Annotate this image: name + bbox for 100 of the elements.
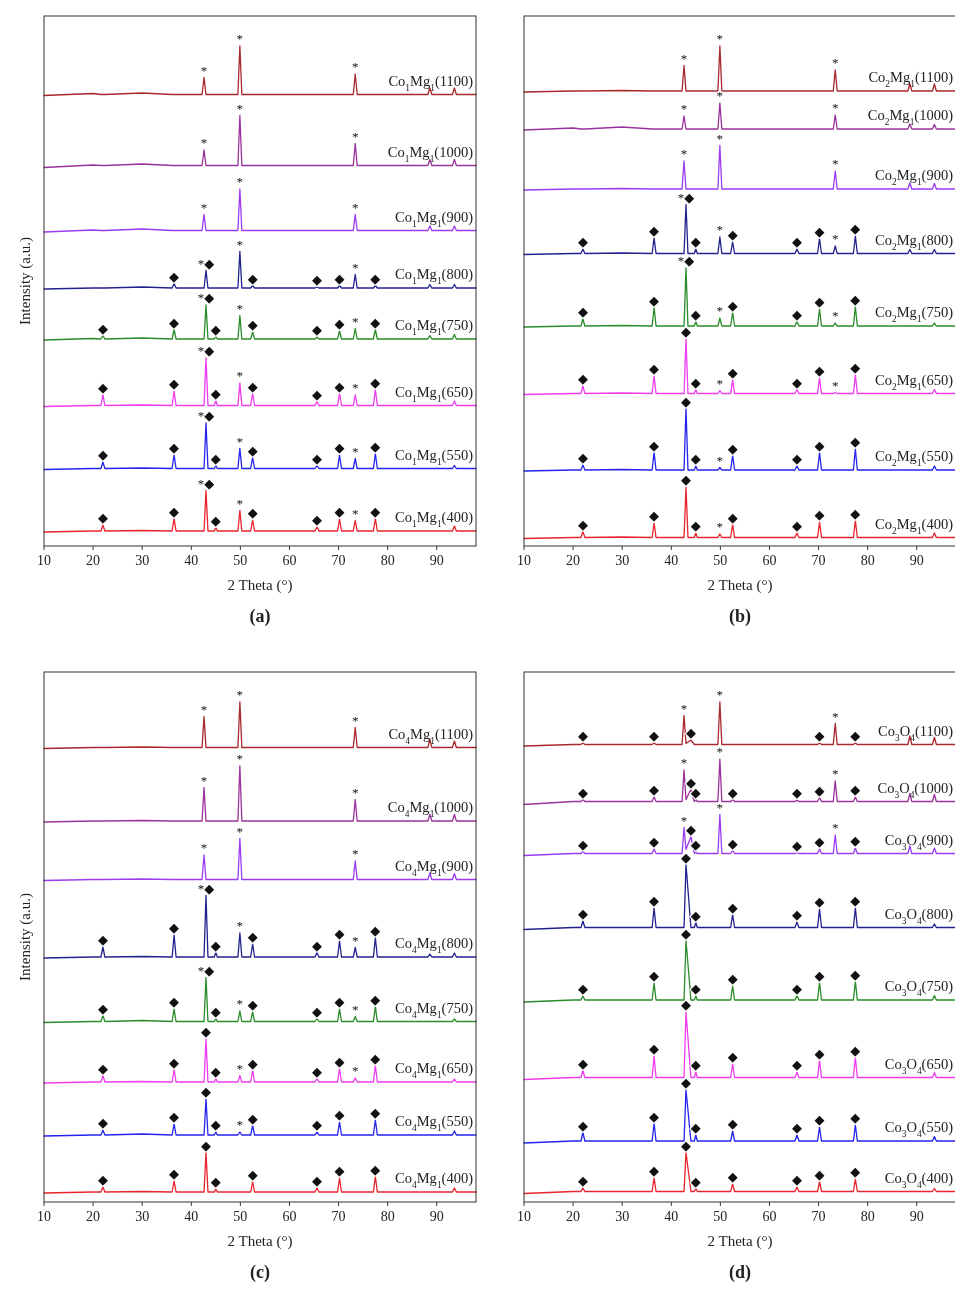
annotation: ◆ bbox=[814, 782, 825, 798]
annotation: ◆ bbox=[814, 728, 825, 743]
series-label: Co$_{2}$Mg$_{1}$(1000) bbox=[867, 107, 954, 127]
x-tick-label: 30 bbox=[615, 553, 630, 568]
x-tick-label: 70 bbox=[331, 1209, 346, 1224]
annotation: ◆ bbox=[97, 447, 108, 462]
annotation: ◆ bbox=[370, 503, 381, 519]
annotation: * bbox=[680, 146, 688, 161]
annotation: ◆ bbox=[311, 1117, 322, 1132]
annotation: ◆ bbox=[577, 981, 588, 996]
x-axis-title: 2 Theta (°) bbox=[707, 577, 773, 594]
x-tick-label: 30 bbox=[615, 1209, 630, 1224]
annotation: ◆ bbox=[791, 980, 802, 996]
x-tick-label: 60 bbox=[282, 1209, 297, 1224]
annotation: ◆ bbox=[791, 306, 802, 322]
annotation: * bbox=[716, 222, 724, 237]
x-tick-label: 80 bbox=[380, 553, 395, 568]
series-label: Co$_{2}$Mg$_{1}$(1100) bbox=[868, 69, 954, 89]
series-label: Co$_{3}$O$_{4}$(400) bbox=[884, 1169, 954, 1190]
annotation: ◆ bbox=[850, 966, 861, 982]
x-tick-label: 10 bbox=[37, 553, 51, 568]
annotation: ◆ bbox=[247, 505, 258, 520]
annotation: * bbox=[236, 751, 244, 766]
annotation: ◆ bbox=[850, 505, 861, 521]
annotation: ◆ bbox=[577, 450, 588, 465]
annotation: * bbox=[716, 452, 724, 468]
annotation: ◆ bbox=[210, 512, 221, 528]
x-tick-label: 80 bbox=[380, 1209, 395, 1224]
x-tick-label: 40 bbox=[184, 553, 199, 568]
annotation: ◆ bbox=[169, 1166, 180, 1181]
annotation: ◆ bbox=[649, 223, 660, 238]
x-tick-label: 90 bbox=[909, 553, 924, 568]
annotation: ◆ bbox=[690, 981, 701, 996]
annotation: ◆ bbox=[681, 849, 691, 865]
annotation: ◆ bbox=[690, 234, 701, 249]
x-tick-label: 80 bbox=[860, 1209, 875, 1224]
x-tick-label: 40 bbox=[664, 1209, 679, 1224]
annotation: ◆ bbox=[311, 386, 322, 402]
annotation: * bbox=[716, 519, 724, 534]
annotation: ◆ bbox=[370, 1050, 381, 1066]
annotation: * bbox=[236, 1060, 244, 1076]
annotation: ◆ bbox=[210, 385, 221, 401]
x-tick-label: 50 bbox=[713, 1209, 728, 1224]
annotation: ◆ bbox=[577, 906, 588, 921]
annotation: * bbox=[351, 846, 359, 861]
annotation: ◆ bbox=[247, 929, 258, 944]
annotation: ◆ bbox=[247, 378, 258, 394]
annotation: ◆ bbox=[814, 834, 825, 849]
annotation: ◆ bbox=[210, 1003, 221, 1019]
annotation: ◆ bbox=[334, 1163, 345, 1178]
annotation: * bbox=[351, 784, 359, 800]
x-tick-label: 70 bbox=[811, 553, 826, 568]
x-tick-label: 20 bbox=[566, 553, 581, 568]
annotation: ◆ bbox=[814, 1166, 825, 1182]
series-label: Co$_{4}$Mg$_{1}$(750) bbox=[395, 999, 474, 1020]
x-tick-label: 90 bbox=[429, 1209, 444, 1224]
annotation: * bbox=[351, 313, 359, 329]
annotation: ◆ bbox=[727, 227, 738, 242]
series-label: Co$_{4}$Mg$_{1}$(1000) bbox=[387, 799, 474, 819]
annotation: ◆ bbox=[169, 994, 180, 1009]
annotation: ◆ bbox=[247, 317, 258, 332]
annotation: * bbox=[831, 708, 839, 724]
series-label: Co$_{3}$O$_{4}$(800) bbox=[884, 905, 954, 926]
annotation: ◆ bbox=[649, 728, 660, 743]
annotation: ◆ bbox=[649, 292, 660, 308]
annotation: ◆ bbox=[681, 997, 691, 1012]
annotation: *◆ bbox=[197, 290, 215, 305]
annotation: ◆ bbox=[727, 835, 738, 851]
x-tick-label: 70 bbox=[331, 553, 346, 568]
annotation: ◆ bbox=[791, 234, 802, 249]
annotation: ◆ bbox=[685, 821, 696, 837]
annotation: ◆ bbox=[850, 893, 861, 908]
annotation: ◆ bbox=[97, 510, 108, 525]
annotation: * bbox=[831, 308, 839, 323]
annotation: ◆ bbox=[334, 994, 345, 1009]
annotation: * bbox=[351, 505, 359, 521]
series-label: Co$_{4}$Mg$_{1}$(800) bbox=[395, 935, 474, 955]
annotation: ◆ bbox=[850, 1110, 861, 1125]
annotation: ◆ bbox=[311, 1173, 322, 1188]
annotation: ◆ bbox=[97, 1115, 108, 1130]
annotation: ◆ bbox=[690, 374, 701, 390]
annotation: ◆ bbox=[727, 1049, 738, 1064]
x-axis-title: 2 Theta (°) bbox=[227, 1233, 293, 1250]
annotation: ◆ bbox=[727, 440, 738, 456]
annotation: ◆ bbox=[649, 968, 660, 983]
annotation: ◆ bbox=[334, 1107, 345, 1122]
annotation: ◆ bbox=[814, 294, 825, 309]
annotation: ◆ bbox=[210, 1117, 221, 1132]
annotation: *◆ bbox=[197, 255, 215, 271]
annotation: ◆ bbox=[649, 1041, 660, 1056]
annotation: ◆ bbox=[727, 1116, 738, 1131]
annotation: * bbox=[236, 300, 244, 316]
annotation: * bbox=[236, 236, 244, 252]
annotation: ◆ bbox=[577, 304, 588, 319]
annotation: * bbox=[831, 766, 839, 781]
annotation: ◆ bbox=[850, 360, 861, 375]
annotation: * bbox=[351, 59, 359, 74]
annotation: * bbox=[680, 101, 688, 116]
y-axis-title: Intensity (a.u.) bbox=[17, 893, 34, 981]
x-axis-title: 2 Theta (°) bbox=[707, 1233, 773, 1250]
